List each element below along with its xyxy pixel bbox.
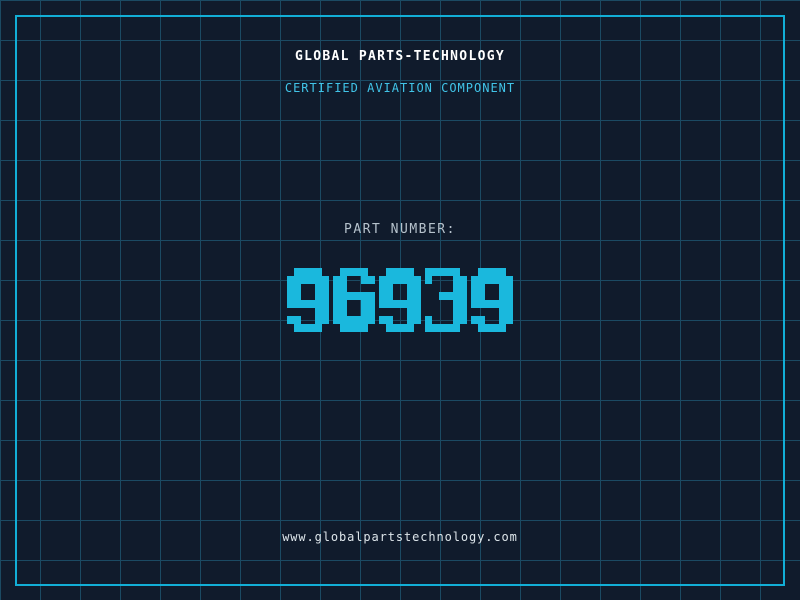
part-number-display: [0, 268, 800, 332]
part-number-label: PART NUMBER:: [344, 222, 456, 237]
certification-subtitle: CERTIFIED AVIATION COMPONENT: [284, 81, 516, 95]
website-url: www.globalpartstechnology.com: [282, 530, 518, 544]
digit-glyph-9: [379, 268, 421, 332]
digit-glyph-9: [287, 268, 329, 332]
digit-glyph-3: [425, 268, 467, 332]
company-title: GLOBAL PARTS-TECHNOLOGY: [295, 49, 505, 64]
digit-glyph-6: [333, 268, 375, 332]
digit-glyph-9: [471, 268, 513, 332]
